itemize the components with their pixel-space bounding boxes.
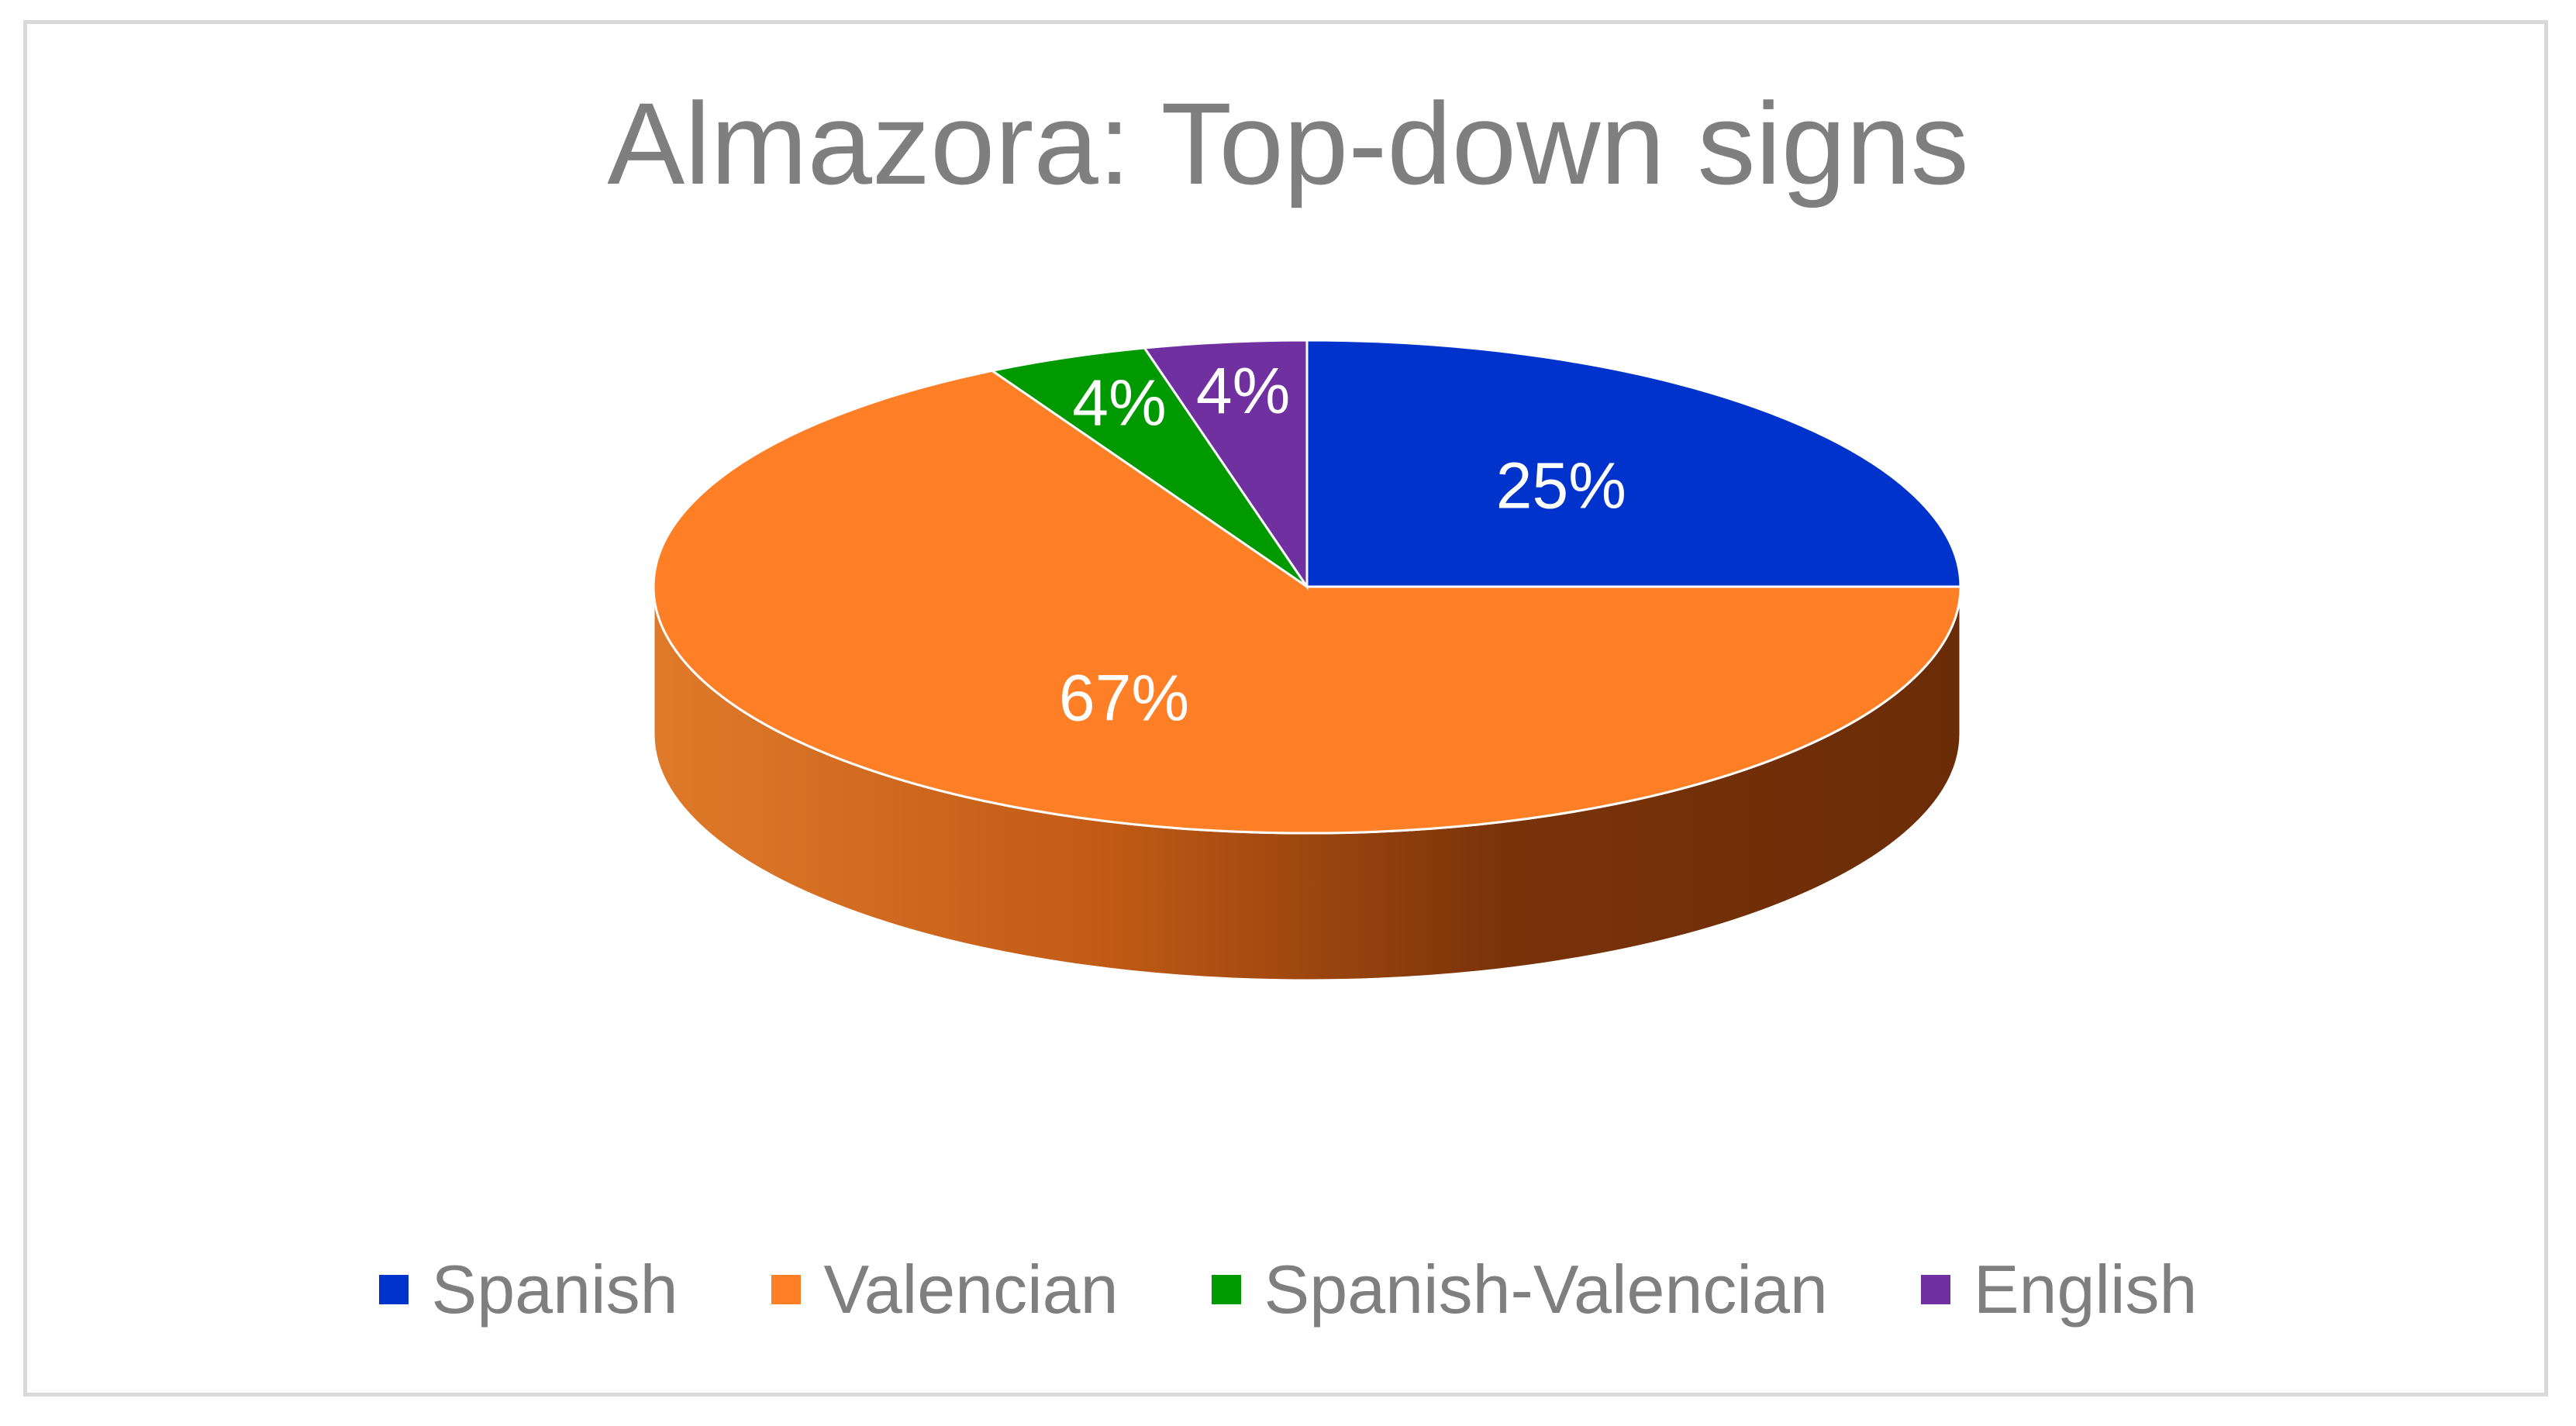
pie-top: [652, 339, 1962, 835]
legend-item-valencian: Valencian: [771, 1256, 1119, 1324]
data-label-spanish-valencian: 4%: [1072, 367, 1166, 439]
pie-slice-valencian: [652, 369, 1962, 835]
legend-label-english: English: [1973, 1251, 2198, 1328]
pie-slice-english: [1142, 339, 1309, 591]
legend-label-spanish-valencian: Spanish-Valencian: [1264, 1251, 1828, 1328]
chart-title: Almazora: Top-down signs: [607, 78, 1969, 208]
legend-swatch-english: [1920, 1275, 1950, 1304]
pie-labels: 25% 67% 4% 4%: [1059, 354, 1626, 735]
data-label-spanish: 25%: [1496, 450, 1626, 522]
data-label-english: 4%: [1196, 354, 1290, 427]
legend: Spanish Valencian Spanish-Valencian English: [0, 1256, 2576, 1324]
legend-swatch-spanish: [378, 1275, 409, 1304]
legend-swatch-spanish-valencian: [1211, 1275, 1241, 1304]
pie-slice-spanish: [1305, 339, 1962, 588]
legend-label-spanish: Spanish: [431, 1251, 678, 1328]
legend-label-valencian: Valencian: [823, 1251, 1119, 1328]
legend-swatch-valencian: [771, 1275, 801, 1304]
data-label-valencian: 67%: [1059, 662, 1189, 735]
pie-slice-spanish-valencian: [989, 346, 1309, 588]
legend-item-spanish: Spanish: [378, 1251, 678, 1328]
legend-item-spanish-valencian: Spanish-Valencian: [1211, 1251, 1828, 1328]
legend-item-english: English: [1920, 1251, 2198, 1328]
